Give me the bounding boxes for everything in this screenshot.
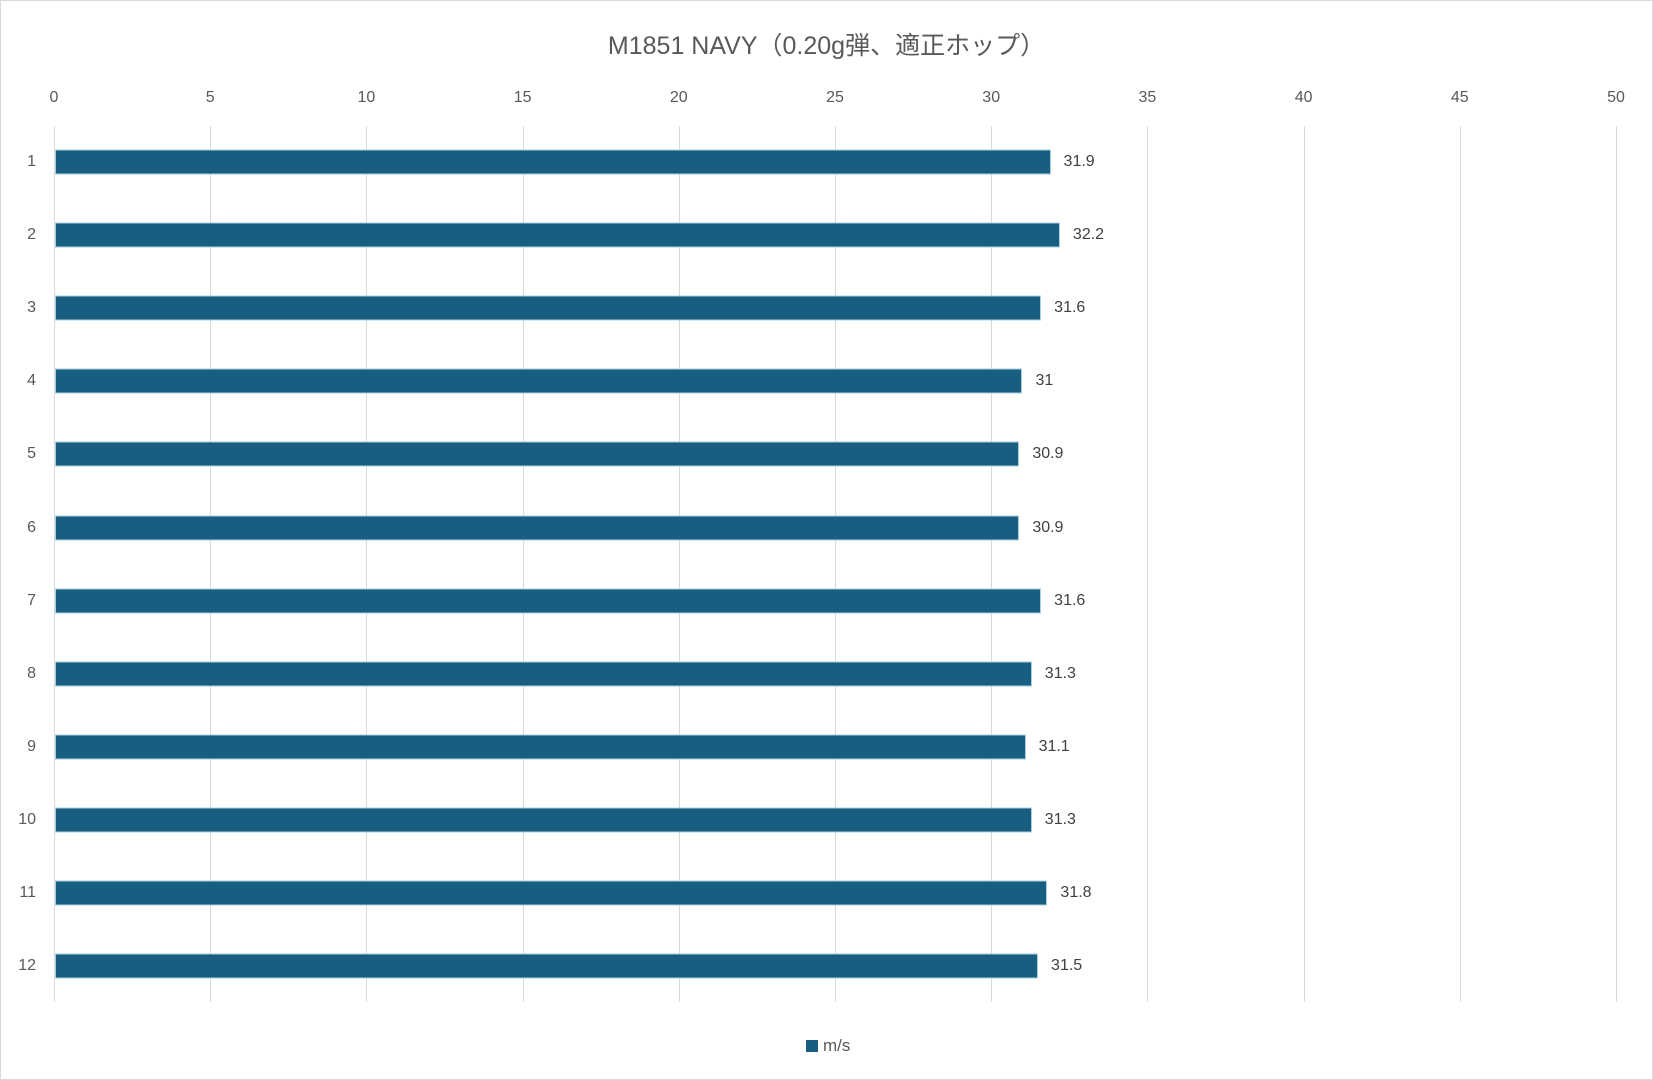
bar-fill: [56, 296, 1041, 320]
gridline: [1147, 126, 1148, 1002]
data-label: 31.3: [1044, 664, 1076, 682]
bar-fill: [56, 662, 1031, 686]
category-label: 6: [27, 518, 36, 536]
gridline: [1460, 126, 1461, 1002]
x-tick-label: 20: [669, 89, 688, 106]
data-label: 31.6: [1054, 591, 1086, 609]
x-tick-label: 5: [205, 89, 215, 106]
bar-fill: [56, 735, 1025, 759]
category-label: 12: [18, 957, 36, 975]
data-label: 31.9: [1063, 153, 1095, 170]
bar[interactable]: [55, 734, 1026, 760]
category-label: 3: [27, 299, 36, 317]
legend-label: m/s: [823, 1036, 851, 1055]
bar-fill: [56, 442, 1019, 466]
bar-fill: [56, 589, 1041, 613]
data-label: 31.5: [1051, 957, 1083, 975]
x-tick-label: 50: [1607, 89, 1625, 106]
bar[interactable]: [55, 661, 1032, 687]
gridline: [523, 126, 524, 1002]
x-tick-label: 15: [513, 89, 532, 106]
data-label: 32.2: [1072, 226, 1105, 244]
bar[interactable]: [55, 515, 1020, 540]
bar-fill: [56, 369, 1022, 393]
data-label: 31: [1035, 372, 1054, 390]
bar[interactable]: [55, 149, 1051, 175]
bar-fill: [56, 150, 1050, 174]
gridline: [1616, 126, 1617, 1002]
category-label: 8: [27, 664, 36, 682]
data-label: 30.9: [1032, 518, 1064, 536]
data-label: 30.9: [1032, 445, 1064, 463]
category-label: 9: [27, 737, 36, 755]
legend-swatch-icon: [806, 1040, 818, 1052]
category-label: 7: [27, 591, 36, 609]
gridline: [679, 126, 680, 1002]
bar-fill: [56, 223, 1059, 247]
bar[interactable]: [55, 368, 1023, 394]
bar[interactable]: [55, 880, 1048, 906]
bar-fill: [56, 881, 1047, 905]
category-label: 2: [27, 226, 36, 244]
data-label: 31.8: [1060, 884, 1092, 901]
category-label: 1: [27, 153, 36, 170]
category-label: 5: [27, 445, 36, 463]
gridline: [366, 126, 367, 1002]
gridline: [210, 126, 211, 1002]
x-tick-label: 30: [982, 89, 1001, 106]
x-tick-label: 0: [49, 89, 59, 106]
x-tick-label: 45: [1450, 89, 1469, 106]
bar[interactable]: [55, 222, 1060, 248]
data-label: 31.3: [1044, 810, 1076, 828]
chart-title: M1851 NAVY（0.20g弾、適正ホップ）: [607, 32, 1046, 60]
bar[interactable]: [55, 441, 1020, 467]
value-axis-line: [54, 126, 55, 1002]
bar[interactable]: [55, 953, 1039, 979]
bar[interactable]: [55, 807, 1032, 833]
bar-fill: [56, 808, 1031, 832]
data-label: 31.1: [1038, 737, 1070, 755]
gridline: [1304, 126, 1305, 1002]
legend[interactable]: m/s: [806, 1036, 850, 1056]
category-label: 4: [27, 372, 36, 390]
bar-fill: [56, 516, 1019, 539]
x-tick-label: 35: [1138, 89, 1157, 106]
x-tick-label: 40: [1294, 89, 1313, 106]
gridline: [991, 126, 992, 1002]
bar-fill: [56, 954, 1038, 978]
x-tick-label: 10: [357, 89, 376, 106]
category-label: 10: [18, 810, 36, 828]
bar[interactable]: [55, 295, 1042, 321]
data-label: 31.6: [1054, 299, 1086, 317]
bar[interactable]: [55, 588, 1042, 614]
category-label: 11: [19, 884, 36, 901]
gridline: [835, 126, 836, 1002]
x-tick-label: 25: [826, 89, 844, 106]
